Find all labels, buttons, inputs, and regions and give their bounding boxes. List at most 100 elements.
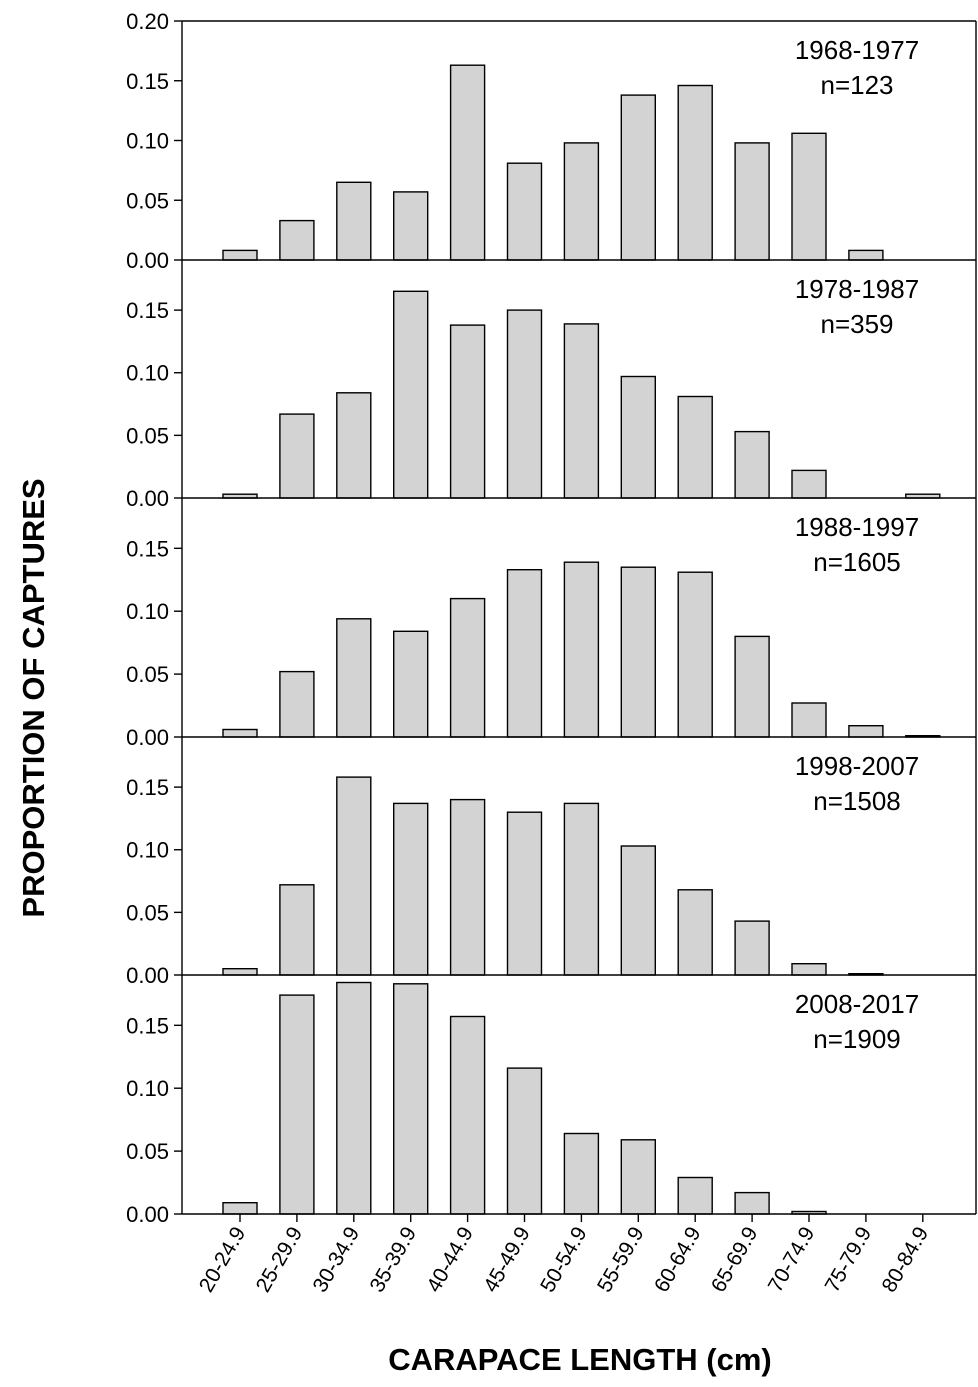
y-tick-label: 0.10	[126, 838, 169, 863]
y-tick-label: 0.15	[126, 1013, 169, 1038]
bar-65-69.9	[734, 920, 770, 976]
bar-25-29.9	[279, 670, 315, 738]
panel-n-label: n=1508	[813, 786, 900, 816]
y-tick-label: 0.05	[126, 662, 169, 687]
bar-30-34.9	[336, 981, 372, 1215]
y-tick-label: 0.10	[126, 599, 169, 624]
y-tick-label: 0.10	[126, 1076, 169, 1101]
bar-20-24.9	[222, 968, 258, 976]
bar-75-79.9	[848, 249, 884, 261]
bar-30-34.9	[336, 392, 372, 499]
bar-55-59.9	[620, 1139, 656, 1215]
x-axis-title: CARAPACE LENGTH (cm)	[388, 1342, 772, 1377]
y-tick-label: 0.15	[126, 536, 169, 561]
y-tick-label: 0.10	[126, 129, 169, 154]
bar-65-69.9	[734, 635, 770, 738]
bar-70-74.9	[791, 469, 827, 499]
x-tick-label-60-64.9: 60-64.9	[650, 1223, 706, 1296]
bar-55-59.9	[620, 94, 656, 261]
bar-50-54.9	[563, 142, 600, 261]
bar-40-44.9	[449, 324, 486, 499]
panel-1998-2007: 0.00 0.05 0.10 0.15 1998-2007 n=1508	[126, 737, 977, 988]
panel-period-label: 1978-1987	[795, 274, 919, 304]
bar-35-39.9	[393, 290, 429, 499]
panel-n-label: n=359	[820, 309, 893, 339]
panel-n-label: n=1605	[813, 547, 900, 577]
x-axis: 20-24.9 25-29.9 30-34.9 35-39.9 40-44.9 45-49…	[195, 1214, 933, 1296]
y-tick-label: 0.15	[126, 298, 169, 323]
y-tick-label: 0.00	[126, 486, 169, 511]
bar-20-24.9	[222, 249, 258, 261]
bar-40-44.9	[449, 798, 486, 976]
bar-50-54.9	[563, 802, 600, 976]
bar-40-44.9	[449, 597, 486, 738]
x-tick-label-55-59.9: 55-59.9	[593, 1223, 649, 1296]
bar-20-24.9	[222, 1201, 258, 1215]
y-tick-label: 0.05	[126, 900, 169, 925]
y-tick-label: 0.15	[126, 775, 169, 800]
bar-45-49.9	[506, 569, 543, 738]
y-tick-label: 0.05	[126, 423, 169, 448]
bar-75-79.9	[848, 725, 884, 738]
bar-45-49.9	[506, 309, 543, 499]
panel-1988-1997: 0.00 0.05 0.10 0.15 1988-1997 n=1605	[126, 498, 977, 750]
x-tick-label-70-74.9: 70-74.9	[764, 1223, 820, 1296]
x-tick-label-30-34.9: 30-34.9	[309, 1223, 365, 1296]
bar-45-49.9	[506, 1067, 543, 1215]
bar-25-29.9	[279, 994, 315, 1215]
panel-n-label: n=123	[820, 70, 893, 100]
y-tick-label: 0.05	[126, 1139, 169, 1164]
y-tick-label: 0.20	[126, 9, 169, 34]
panel-n-label: n=1909	[813, 1024, 900, 1054]
bar-60-64.9	[677, 889, 713, 976]
y-tick-label: 0.00	[126, 963, 169, 988]
y-tick-label: 0.05	[126, 188, 169, 213]
y-tick-label: 0.00	[126, 1202, 169, 1227]
bar-60-64.9	[677, 1176, 713, 1215]
x-tick-label-25-29.9: 25-29.9	[252, 1223, 308, 1296]
bar-45-49.9	[506, 811, 543, 976]
bar-70-74.9	[791, 702, 827, 738]
bar-45-49.9	[506, 162, 543, 261]
panel-1978-1987: 0.00 0.05 0.10 0.15 1978-1987 n=359	[126, 260, 977, 511]
bar-35-39.9	[393, 802, 429, 976]
bar-35-39.9	[393, 191, 429, 261]
bar-40-44.9	[449, 64, 486, 261]
y-tick-label: 0.15	[126, 69, 169, 94]
x-tick-label-20-24.9: 20-24.9	[195, 1223, 251, 1296]
y-tick-label: 0.10	[126, 361, 169, 386]
y-tick-label: 0.00	[126, 248, 169, 273]
panel-1968-1977: 0.00 0.05 0.10 0.15 0.20 1968-1977 n=123	[126, 9, 977, 273]
bar-50-54.9	[563, 561, 600, 738]
bar-55-59.9	[620, 566, 656, 738]
x-tick-label-65-69.9: 65-69.9	[707, 1223, 763, 1296]
bar-25-29.9	[279, 884, 315, 976]
bar-50-54.9	[563, 1132, 600, 1215]
bar-60-64.9	[677, 571, 713, 738]
bar-55-59.9	[620, 845, 656, 976]
bar-30-34.9	[336, 181, 372, 261]
bar-30-34.9	[336, 618, 372, 738]
bar-55-59.9	[620, 375, 656, 499]
bar-60-64.9	[677, 84, 713, 261]
bar-50-54.9	[563, 323, 600, 499]
y-tick-label: 0.00	[126, 725, 169, 750]
bar-20-24.9	[222, 728, 258, 738]
panel-period-label: 1988-1997	[795, 512, 919, 542]
x-tick-label-75-79.9: 75-79.9	[821, 1223, 877, 1296]
bar-40-44.9	[449, 1015, 486, 1215]
bar-60-64.9	[677, 395, 713, 499]
bar-65-69.9	[734, 142, 770, 261]
bar-30-34.9	[336, 776, 372, 976]
bar-25-29.9	[279, 219, 315, 261]
bar-25-29.9	[279, 413, 315, 499]
x-tick-label-45-49.9: 45-49.9	[479, 1223, 535, 1296]
panels-layer: 0.000.050.100.150.201968-1977n=1230.000.…	[126, 9, 977, 1227]
x-tick-label-40-44.9: 40-44.9	[422, 1223, 478, 1296]
x-tick-label-50-54.9: 50-54.9	[536, 1223, 592, 1296]
bar-65-69.9	[734, 430, 770, 499]
x-tick-label-35-39.9: 35-39.9	[365, 1223, 421, 1296]
bar-35-39.9	[393, 630, 429, 738]
panel-2008-2017: 0.00 0.05 0.10 0.15 2008-2017 n=1909	[126, 975, 977, 1227]
